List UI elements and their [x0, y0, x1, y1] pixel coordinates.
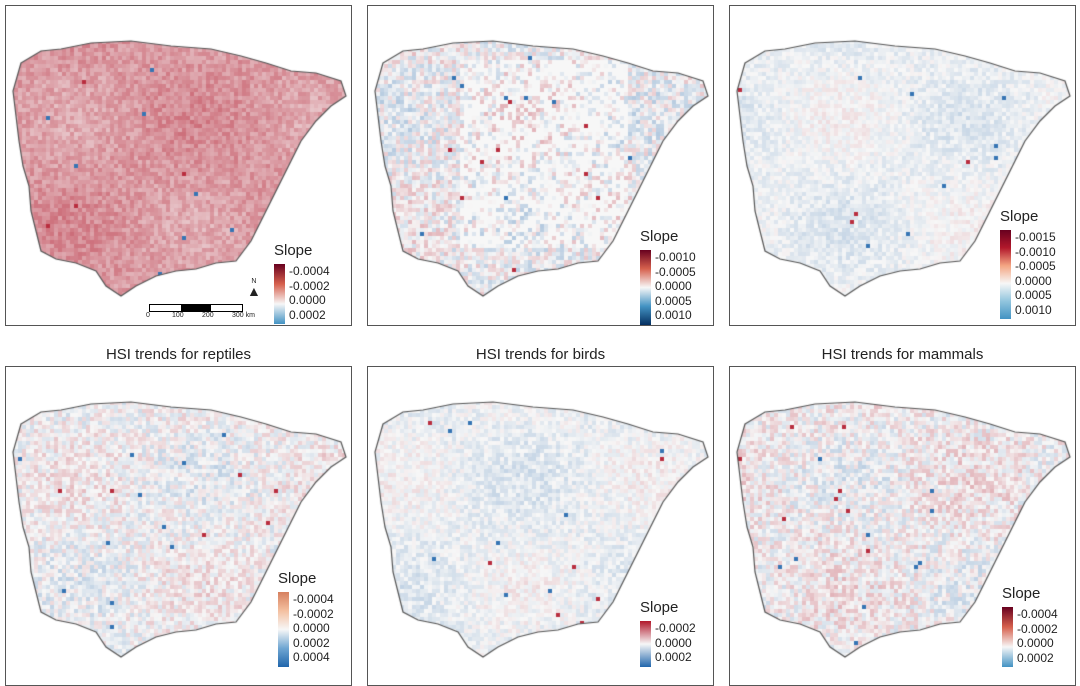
north-label: N	[251, 278, 257, 285]
colorbar	[1000, 230, 1011, 319]
legend-tick-label: -0.0005	[1015, 259, 1056, 273]
legend-tick-label: 0.0010	[655, 308, 692, 322]
colorbar	[640, 250, 651, 325]
legend-title: Slope	[640, 228, 679, 245]
legend-tick-label: -0.0004	[289, 264, 330, 278]
colorbar	[1002, 607, 1013, 667]
legend-tick-label: -0.0004	[293, 592, 334, 606]
legend: Slope -0.0015 -0.0010 -0.0005 0.0000 0.0005 0…	[1000, 208, 1056, 319]
colorbar	[640, 621, 651, 667]
legend: Slope -0.0004 -0.0002 0.0000 0.0002 0.0004	[278, 570, 334, 667]
scale-label: 100	[172, 312, 184, 319]
map-panel-3: Slope -0.0015 -0.0010 -0.0005 0.0000 0.0005 0…	[729, 5, 1076, 326]
legend-tick-label: 0.0000	[655, 635, 692, 650]
legend-tick-label: 0.0004	[293, 650, 330, 664]
map-panel-mammals: Slope -0.0004 -0.0002 0.0000 0.0002	[729, 366, 1076, 686]
legend: Slope -0.0002 0.0000 0.0002	[640, 599, 696, 667]
legend-tick-label: -0.0002	[293, 606, 334, 621]
legend-tick-label: 0.0000	[289, 293, 326, 307]
map-panel-birds: Slope -0.0002 0.0000 0.0002	[367, 366, 714, 686]
legend-tick-label: 0.0000	[293, 621, 330, 635]
legend-tick-label: -0.0004	[1017, 607, 1058, 621]
iberia-slope-map	[368, 6, 713, 325]
legend-tick-label: 0.0000	[1015, 273, 1052, 288]
colorbar	[278, 592, 289, 667]
scale-label: 300 km	[232, 312, 255, 319]
legend-title: Slope	[1002, 585, 1041, 602]
scale-label: 200	[202, 312, 214, 319]
legend-title: Slope	[274, 242, 313, 259]
legend-title: Slope	[640, 599, 679, 616]
iberia-slope-map	[6, 367, 351, 686]
legend-title: Slope	[1000, 208, 1039, 225]
map-panel-2: Slope -0.0010 -0.0005 0.0000 0.0005 0.0010	[367, 5, 714, 326]
iberia-slope-map	[368, 367, 713, 686]
legend-tick-label: 0.0010	[1015, 302, 1052, 317]
legend-tick-label: 0.0002	[293, 635, 330, 650]
north-arrow-icon: N ▲	[247, 278, 261, 299]
legend-tick-label: 0.0000	[655, 279, 692, 293]
legend-tick-label: -0.0002	[655, 621, 696, 635]
panel-title: HSI trends for reptiles	[105, 346, 252, 363]
panel-title: HSI trends for mammals	[821, 346, 984, 363]
panel-title: HSI trends for birds	[475, 346, 606, 363]
scale-label: 0	[146, 312, 150, 319]
legend-tick-label: 0.0005	[1015, 288, 1052, 302]
legend-tick-label: -0.0015	[1015, 230, 1056, 244]
iberia-slope-map	[730, 367, 1075, 686]
legend-tick-label: 0.0005	[655, 293, 692, 308]
legend-tick-label: 0.0002	[1017, 650, 1054, 665]
legend-tick-label: -0.0002	[1017, 621, 1058, 636]
legend: Slope -0.0010 -0.0005 0.0000 0.0005 0.0010	[640, 228, 696, 325]
legend-tick-label: 0.0000	[1017, 636, 1054, 650]
map-panel-reptiles: Slope -0.0004 -0.0002 0.0000 0.0002 0.0004	[5, 366, 352, 686]
legend: Slope -0.0004 -0.0002 0.0000 0.0002	[1002, 585, 1058, 667]
iberia-slope-map	[730, 6, 1075, 325]
legend-tick-label: -0.0010	[655, 250, 696, 264]
iberia-slope-map	[6, 6, 351, 325]
legend-tick-label: -0.0002	[289, 278, 330, 293]
colorbar	[274, 264, 285, 324]
legend-tick-label: 0.0002	[655, 650, 692, 664]
legend-title: Slope	[278, 570, 317, 587]
legend-tick-label: -0.0005	[655, 264, 696, 279]
scale-bar	[149, 304, 243, 312]
map-panel-1: Slope -0.0004 -0.0002 0.0000 0.0002 N ▲ 0 10…	[5, 5, 352, 326]
legend-tick-label: 0.0002	[289, 307, 326, 322]
legend-tick-label: -0.0010	[1015, 244, 1056, 259]
legend: Slope -0.0004 -0.0002 0.0000 0.0002	[274, 242, 330, 324]
